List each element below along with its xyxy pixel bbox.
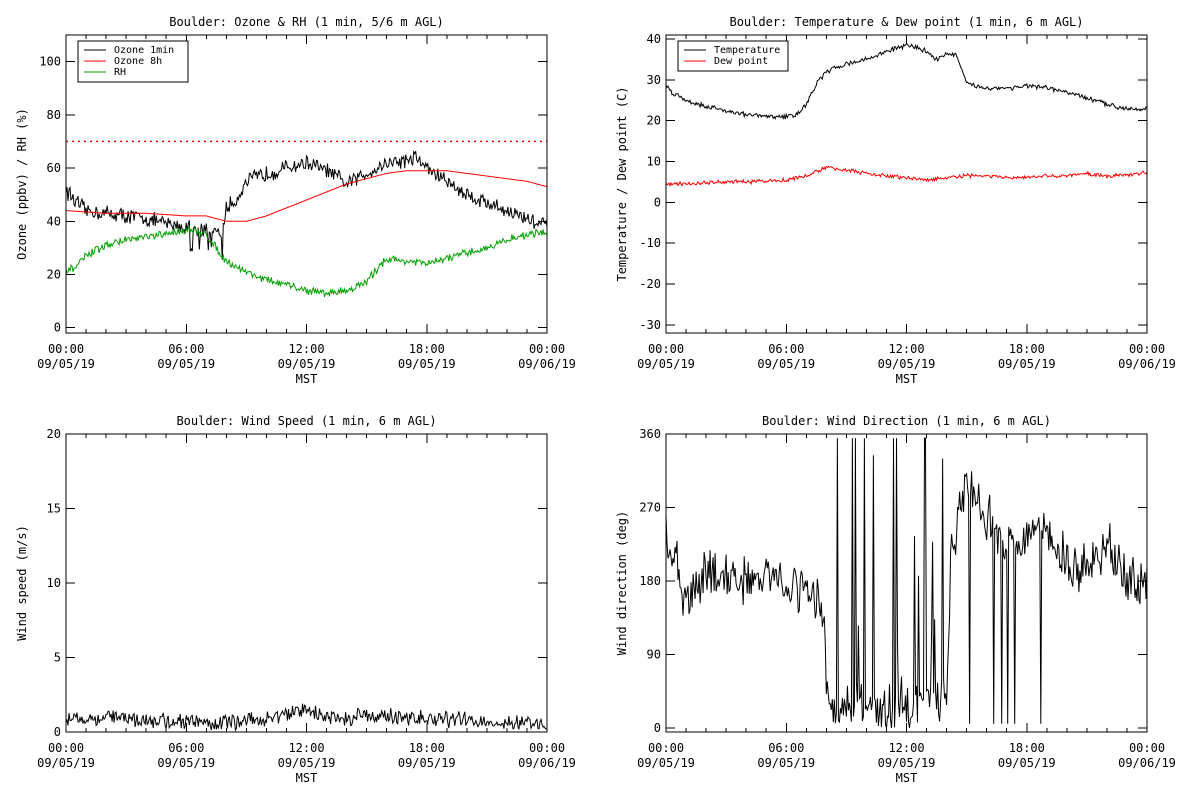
x-tick-time-label: 18:00 [409,741,445,755]
y-tick-label: 360 [639,427,661,441]
x-tick-date-label: 09/05/19 [998,357,1056,371]
y-tick-label: 40 [647,32,661,46]
y-tick-label: 0 [54,321,61,335]
x-tick-time-label: 00:00 [648,342,684,356]
x-tick-date-label: 09/05/19 [998,756,1056,770]
x-tick-date-label: 09/05/19 [278,756,336,770]
y-tick-label: 100 [39,55,61,69]
y-tick-label: -30 [639,318,661,332]
y-tick-label: 80 [47,108,61,122]
x-tick-date-label: 09/05/19 [637,756,695,770]
x-tick-date-label: 09/06/19 [1118,756,1176,770]
x-tick-date-label: 09/05/19 [878,756,936,770]
x-tick-time-label: 00:00 [1129,342,1165,356]
legend-label: Dew point [714,56,768,67]
series-line-dew-point [665,165,1148,187]
chart-title: Boulder: Wind Direction (1 min, 6 m AGL) [762,414,1051,428]
x-tick-time-label: 06:00 [168,342,204,356]
legend-label: RH [114,67,126,78]
x-tick-date-label: 09/06/19 [1118,357,1176,371]
x-tick-time-label: 18:00 [1009,342,1045,356]
chart-panel-2: Boulder: Temperature & Dew point (1 min,… [615,15,1176,386]
plot-frame [665,34,1148,334]
x-tick-time-label: 00:00 [48,342,84,356]
y-tick-label: 40 [47,214,61,228]
chart-panel-1: Boulder: Ozone & RH (1 min, 5/6 m AGL) 0 2… [15,15,576,386]
x-tick-date-label: 09/05/19 [278,357,336,371]
chart-title: Boulder: Wind Speed (1 min, 6 m AGL) [176,414,436,428]
y-axis-label: Wind speed (m/s) [15,525,29,641]
y-tick-label: 30 [647,73,661,87]
y-axis-label: Ozone (ppbv) / RH (%) [15,108,29,260]
x-axis-label: MST [296,771,318,785]
x-tick-time-label: 00:00 [529,342,565,356]
chart-panel-3: Boulder: Wind Speed (1 min, 6 m AGL) 0 5 10… [15,414,576,785]
y-tick-label: 0 [54,725,61,739]
y-tick-label: -20 [639,277,661,291]
x-tick-date-label: 09/05/19 [757,357,815,371]
x-tick-time-label: 00:00 [529,741,565,755]
y-tick-label: 60 [47,161,61,175]
x-tick-time-label: 06:00 [768,741,804,755]
y-tick-label: 10 [647,155,661,169]
legend-label: Temperature [714,45,780,56]
x-tick-time-label: 06:00 [768,342,804,356]
y-tick-label: 270 [639,500,661,514]
x-tick-time-label: 06:00 [168,741,204,755]
legend-label: Ozone 8h [114,56,162,67]
x-tick-time-label: 12:00 [288,342,324,356]
y-axis-label: Wind direction (deg) [615,511,629,656]
chart-title: Boulder: Temperature & Dew point (1 min,… [729,15,1083,29]
x-tick-time-label: 12:00 [888,741,924,755]
legend-label: Ozone 1min [114,45,174,56]
y-tick-label: 0 [654,721,661,735]
y-axis-label: Temperature / Dew point (C) [615,86,629,281]
y-tick-label: 20 [47,427,61,441]
x-tick-date-label: 09/05/19 [398,357,456,371]
x-tick-date-label: 09/05/19 [878,357,936,371]
series-line-rh [65,225,548,298]
x-tick-time-label: 18:00 [1009,741,1045,755]
y-tick-label: 0 [654,195,661,209]
series-line-series-0 [665,437,1148,729]
x-tick-time-label: 12:00 [888,342,924,356]
x-tick-time-label: 12:00 [288,741,324,755]
x-tick-date-label: 09/05/19 [398,756,456,770]
chart-panel-4: Boulder: Wind Direction (1 min, 6 m AGL)… [615,414,1176,785]
y-tick-label: -10 [639,236,661,250]
y-tick-label: 5 [54,651,61,665]
series-line-ozone-1min [65,149,548,260]
y-tick-label: 15 [47,502,61,516]
y-tick-label: 20 [47,267,61,281]
x-tick-date-label: 09/06/19 [518,756,576,770]
y-tick-label: 10 [47,576,61,590]
x-axis-label: MST [896,372,918,386]
x-tick-time-label: 00:00 [648,741,684,755]
chart-title: Boulder: Ozone & RH (1 min, 5/6 m AGL) [169,15,444,29]
x-axis-label: MST [896,771,918,785]
x-tick-date-label: 09/05/19 [757,756,815,770]
x-tick-date-label: 09/05/19 [37,357,95,371]
series-line-series-0 [65,703,548,732]
legend-box [677,40,789,72]
x-tick-date-label: 09/05/19 [637,357,695,371]
x-tick-time-label: 00:00 [48,741,84,755]
x-tick-date-label: 09/05/19 [157,756,215,770]
x-axis-label: MST [296,372,318,386]
x-tick-date-label: 09/05/19 [157,357,215,371]
y-tick-label: 20 [647,114,661,128]
x-tick-date-label: 09/05/19 [37,756,95,770]
series-line-ozone-8h [65,170,548,222]
x-tick-time-label: 18:00 [409,342,445,356]
plot-frame [665,433,1148,733]
x-tick-time-label: 00:00 [1129,741,1165,755]
x-tick-date-label: 09/06/19 [518,357,576,371]
plot-frame [65,433,548,733]
y-tick-label: 180 [639,574,661,588]
y-tick-label: 90 [647,647,661,661]
